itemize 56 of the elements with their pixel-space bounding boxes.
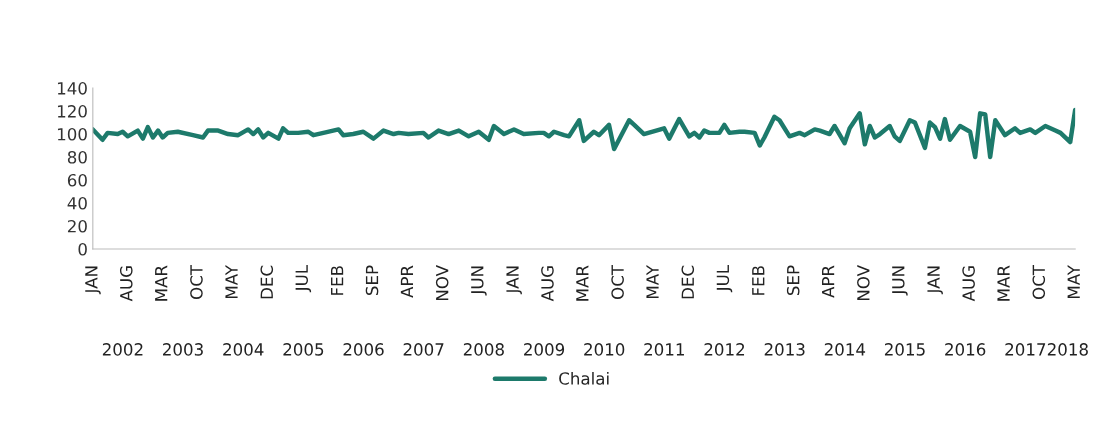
text: 2016 (945, 343, 986, 356)
x-tick-label: OCT (611, 264, 624, 299)
x-tick-label: APR (400, 265, 414, 298)
x-tick-label: NOV (857, 265, 870, 301)
x-tick-label: JUN (471, 266, 487, 296)
text: 2005 (283, 343, 324, 356)
line-series (92, 107, 1076, 160)
x-tick-label: AUG (962, 266, 975, 302)
x-tick-label: JUN (892, 266, 908, 296)
x-tick-label: NOV (435, 265, 449, 301)
x-tick-label: FEB (331, 266, 344, 295)
text: 2007 (403, 343, 444, 356)
text: 2014 (824, 343, 866, 356)
text: 2006 (343, 343, 384, 356)
x-tick-label: FEB (752, 266, 765, 295)
x-tick-label: DEC (681, 265, 695, 299)
x-tick-label: AUG (119, 266, 133, 302)
text: 2013 (764, 343, 805, 356)
x-tick-label: MAR (576, 265, 589, 301)
x-tick-label: MAY (1067, 264, 1080, 298)
y-tick-label: 0 (78, 242, 87, 256)
x-tick-label: MAR (155, 265, 168, 301)
y-tick-label: 80 (67, 150, 87, 164)
text: 2002 (102, 343, 143, 356)
text: 2004 (223, 343, 264, 356)
x-tick-label: JUL (716, 265, 733, 293)
text: 2009 (524, 343, 565, 356)
x-tick-label: JAN (927, 266, 943, 295)
y-tick-label: 40 (67, 196, 87, 210)
text: 2003 (163, 343, 203, 356)
y-tick-label: 120 (57, 105, 87, 118)
y-tick-label: 60 (67, 173, 87, 187)
x-tick-label: DEC (260, 265, 274, 299)
y-tick-label: 140 (57, 82, 87, 95)
x-tick-label: SEP (786, 265, 800, 296)
x-tick-label: APR (822, 265, 835, 298)
x-tick-label: OCT (190, 264, 203, 299)
x-tick-label: MAY (225, 264, 238, 298)
text: 2008 (463, 343, 504, 356)
x-tick-label: JAN (506, 266, 522, 295)
x-tick-label: MAR (997, 265, 1010, 301)
text: 2015 (884, 343, 925, 356)
text: 2018 (1047, 343, 1088, 356)
y-tick-label: 20 (67, 219, 87, 233)
x-tick-label: JAN (85, 266, 101, 295)
text: 2017 (1005, 343, 1046, 356)
legend-label: Chalai (559, 371, 609, 385)
x-tick-label: AUG (541, 266, 554, 302)
text: 2010 (584, 343, 625, 356)
x-tick-label: JUL (295, 265, 312, 293)
x-tick-label: OCT (1032, 264, 1046, 299)
x-tick-label: MAY (646, 264, 659, 298)
text: 2011 (644, 343, 684, 356)
x-tick-label: SEP (365, 265, 379, 296)
text: 2012 (704, 343, 745, 356)
y-tick-label: 100 (57, 128, 87, 141)
